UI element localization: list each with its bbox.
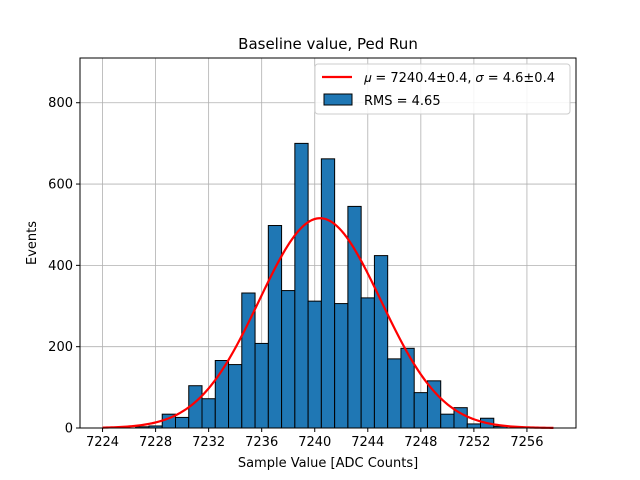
chart-title: Baseline value, Ped Run [238,35,418,53]
histogram-bar-17 [360,297,375,429]
y-tick-label: 400 [48,259,73,274]
x-tick-label: 7248 [404,435,437,450]
x-tick-label: 7244 [351,435,384,450]
histogram-bar-15 [334,303,349,429]
histogram-bar-16 [347,205,362,429]
legend-hist-swatch [323,93,353,106]
y-tick-label: 0 [65,422,73,437]
x-tick-label: 7232 [192,435,225,450]
histogram-bar-9 [254,342,269,429]
histogram-bar-5 [201,398,216,429]
x-tick-label: 7228 [139,435,172,450]
histogram-bar-18 [373,255,389,429]
x-tick-label: 7236 [245,435,278,450]
histogram-bar-13 [307,300,322,429]
histogram-bar-14 [320,158,336,429]
legend-hist-label: RMS = 4.65 [364,94,441,109]
histogram-bar-21 [413,392,428,429]
legend: 𝜇 = 7240.4±0.4, 𝜎 = 4.6±0.4 RMS = 4.65 [314,63,571,115]
histogram-bar-23 [440,413,455,429]
x-axis-ticks: 7224 7228 7232 7236 7240 7244 7248 7252 7256 [86,428,543,450]
plot-frame [79,57,577,429]
histogram-bar-12 [294,142,309,429]
x-tick-label: 7252 [457,435,490,450]
histogram-bar-22 [426,380,442,429]
x-tick-label: 7224 [86,435,119,450]
histogram-bar-11 [281,290,296,429]
histogram-bar-19 [387,358,402,429]
x-axis-label: Sample Value [ADC Counts] [238,456,418,471]
y-tick-label: 800 [48,96,73,111]
histogram-bars [135,142,508,429]
histogram-bar-25 [466,423,482,429]
y-tick-label: 200 [48,340,73,355]
histogram-bar-3 [174,416,190,429]
legend-fit-label: 𝜇 = 7240.4±0.4, 𝜎 = 4.6±0.4 [364,71,555,86]
histogram-bar-7 [228,364,243,429]
x-tick-label: 7240 [298,435,331,450]
x-tick-label: 7256 [510,435,543,450]
y-axis-ticks: 0 200 400 600 800 [48,96,80,437]
y-tick-label: 600 [48,178,73,193]
gaussian-fit-curve [102,217,554,429]
y-axis-label: Events [25,221,40,265]
legend-frame [314,63,571,115]
histogram-bar-10 [267,225,283,429]
